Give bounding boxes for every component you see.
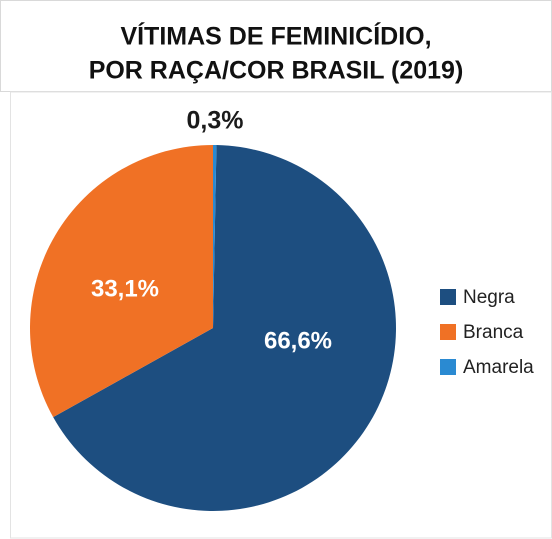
data-label: 0,3% [187, 107, 244, 135]
legend-swatch [440, 324, 456, 340]
legend-swatch [440, 289, 456, 305]
legend-swatch [440, 359, 456, 375]
legend-label: Amarela [463, 357, 534, 378]
legend-label: Negra [463, 287, 515, 308]
data-label: 33,1% [91, 275, 159, 302]
pie-slice [29, 144, 213, 418]
data-label: 66,6% [264, 327, 332, 354]
title-box [0, 0, 552, 92]
pie-slice [213, 145, 217, 328]
pie-slice [53, 145, 397, 511]
chart-title: VÍTIMAS DE FEMINICÍDIO, [120, 22, 431, 51]
legend-label: Branca [463, 322, 524, 343]
chart-title: POR RAÇA/COR BRASIL (2019) [89, 57, 464, 85]
